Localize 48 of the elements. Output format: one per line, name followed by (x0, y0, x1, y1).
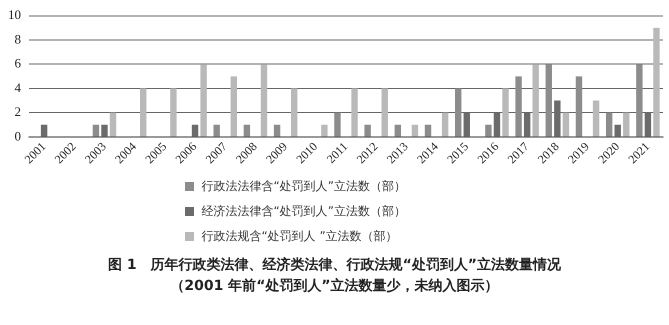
bar (623, 112, 630, 136)
bar (592, 100, 600, 136)
bar (351, 88, 358, 136)
bar (562, 112, 570, 136)
bar (546, 64, 552, 136)
bar (364, 124, 371, 136)
bar (192, 124, 198, 136)
y-tick-label: 8 (14, 31, 21, 46)
bar (515, 76, 522, 136)
bar (606, 112, 612, 136)
text: 图 1 历年行政类法律、经济类法律、行政法规“处罚到人”立法数量情况 (106, 256, 562, 275)
bar (502, 88, 509, 136)
text: （2001 年前“处罚到人”立法数量少，未纳入图示） (169, 276, 500, 296)
bar (576, 76, 582, 136)
bar (200, 64, 207, 136)
legend-label: 行政法法律含“处罚到人”立法数（部） (202, 178, 406, 195)
bar (230, 76, 237, 136)
bar (653, 28, 660, 136)
y-tick-label: 10 (8, 7, 21, 22)
bar (92, 124, 100, 136)
bar (455, 88, 462, 136)
bar (40, 124, 48, 136)
bar (101, 124, 108, 136)
y-tick-label: 0 (14, 128, 21, 144)
bar (382, 88, 388, 136)
y-tick-label: 4 (14, 80, 22, 95)
legend-label: 行政法规含“处罚到人 ”立法数（部） (202, 228, 398, 245)
bar (485, 124, 492, 136)
legend-label: 经济法法律含“处罚到人”立法数（部） (202, 203, 406, 220)
bar (394, 124, 402, 136)
bar (140, 88, 146, 136)
y-tick-label: 2 (14, 104, 21, 120)
bar (636, 64, 643, 136)
bar (244, 124, 250, 136)
bar (274, 124, 280, 136)
bar (532, 64, 539, 136)
bar (424, 124, 432, 136)
bar (260, 64, 268, 136)
bar (110, 112, 116, 136)
bar (170, 88, 177, 136)
bar (412, 124, 418, 136)
bar (442, 112, 448, 136)
bar (321, 124, 328, 136)
bar (213, 124, 220, 136)
bar (290, 88, 298, 136)
y-tick-label: 6 (14, 56, 22, 71)
bar (334, 112, 341, 136)
bar (614, 124, 621, 136)
